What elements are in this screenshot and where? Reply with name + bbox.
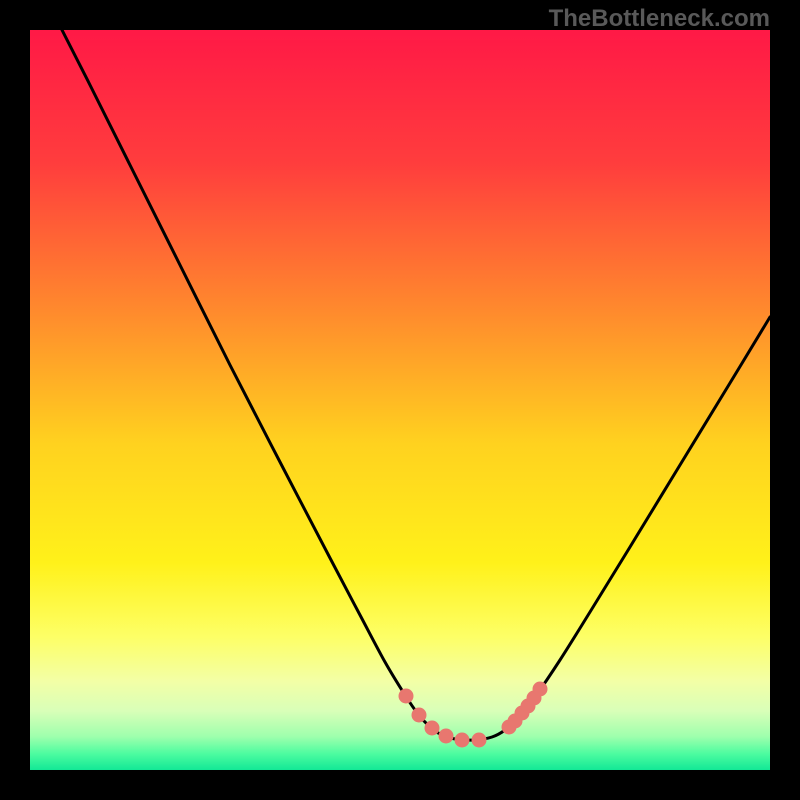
- curve-marker: [533, 682, 548, 697]
- curve-marker: [399, 689, 414, 704]
- curve-marker: [472, 733, 487, 748]
- chart-plot-area: [30, 30, 770, 770]
- curve-marker: [439, 729, 454, 744]
- watermark-text: TheBottleneck.com: [549, 5, 770, 33]
- curve-marker: [412, 708, 427, 723]
- curve-marker: [455, 733, 470, 748]
- gradient-background: [30, 30, 770, 770]
- chart-svg: [30, 30, 770, 770]
- curve-marker: [425, 721, 440, 736]
